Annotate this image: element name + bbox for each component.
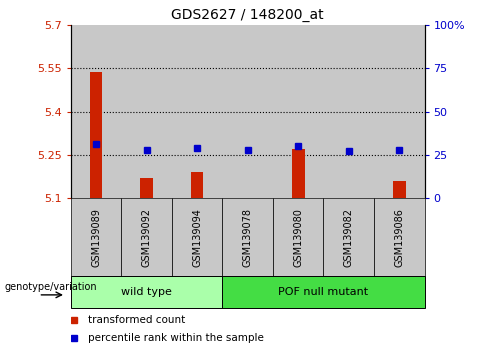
- FancyBboxPatch shape: [71, 276, 223, 308]
- Bar: [191, 172, 203, 198]
- Bar: [172, 25, 223, 198]
- Text: GSM139082: GSM139082: [344, 208, 354, 267]
- FancyBboxPatch shape: [273, 198, 324, 276]
- Bar: [273, 25, 324, 198]
- Title: GDS2627 / 148200_at: GDS2627 / 148200_at: [171, 8, 324, 22]
- Text: wild type: wild type: [121, 287, 172, 297]
- Text: GSM139094: GSM139094: [192, 208, 202, 267]
- FancyBboxPatch shape: [71, 198, 122, 276]
- Bar: [292, 149, 305, 198]
- Bar: [393, 181, 406, 198]
- Text: transformed count: transformed count: [88, 315, 186, 325]
- Text: GSM139092: GSM139092: [142, 208, 152, 267]
- Bar: [324, 25, 374, 198]
- Bar: [71, 25, 122, 198]
- Text: GSM139080: GSM139080: [293, 208, 303, 267]
- FancyBboxPatch shape: [122, 198, 172, 276]
- FancyBboxPatch shape: [324, 198, 374, 276]
- Bar: [374, 25, 425, 198]
- FancyBboxPatch shape: [172, 198, 223, 276]
- FancyBboxPatch shape: [374, 198, 425, 276]
- Text: genotype/variation: genotype/variation: [5, 282, 98, 292]
- FancyBboxPatch shape: [223, 276, 425, 308]
- FancyBboxPatch shape: [223, 198, 273, 276]
- Bar: [90, 73, 102, 198]
- Text: POF null mutant: POF null mutant: [279, 287, 368, 297]
- Text: GSM139078: GSM139078: [243, 208, 253, 267]
- Text: percentile rank within the sample: percentile rank within the sample: [88, 333, 264, 343]
- Text: GSM139089: GSM139089: [91, 208, 101, 267]
- Bar: [223, 25, 273, 198]
- Bar: [140, 178, 153, 198]
- Bar: [122, 25, 172, 198]
- Text: GSM139086: GSM139086: [394, 208, 404, 267]
